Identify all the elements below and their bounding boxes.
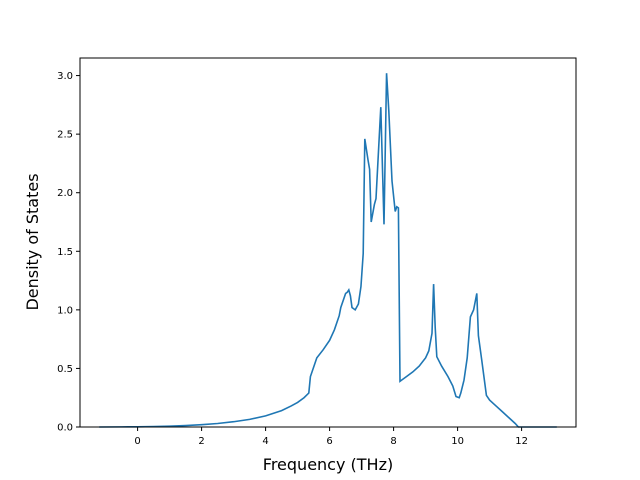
y-tick-label: 1.0 xyxy=(57,305,73,316)
y-tick-label: 2.0 xyxy=(57,188,73,199)
plot-frame xyxy=(79,57,577,428)
x-tick-label: 2 xyxy=(198,436,204,447)
y-axis-ticks: 0.0 0.5 1.0 1.5 2.0 2.5 3.0 xyxy=(57,71,80,434)
plot-area xyxy=(80,58,576,427)
y-tick-label: 0.5 xyxy=(57,364,73,375)
x-axis-label: Frequency (THz) xyxy=(263,455,393,474)
x-tick-label: 12 xyxy=(515,436,528,447)
x-tick-label: 6 xyxy=(326,436,332,447)
y-axis-label: Density of States xyxy=(23,173,42,310)
x-tick-label: 10 xyxy=(451,436,464,447)
y-tick-label: 1.5 xyxy=(57,247,73,258)
x-tick-label: 4 xyxy=(262,436,268,447)
y-tick-label: 3.0 xyxy=(57,71,73,82)
x-axis-ticks: 0 2 4 6 8 10 12 xyxy=(134,427,528,447)
x-tick-label: 0 xyxy=(134,436,140,447)
y-tick-label: 0.0 xyxy=(57,423,73,434)
x-tick-label: 8 xyxy=(390,436,396,447)
dos-line xyxy=(99,73,557,428)
y-tick-label: 2.5 xyxy=(57,130,73,141)
